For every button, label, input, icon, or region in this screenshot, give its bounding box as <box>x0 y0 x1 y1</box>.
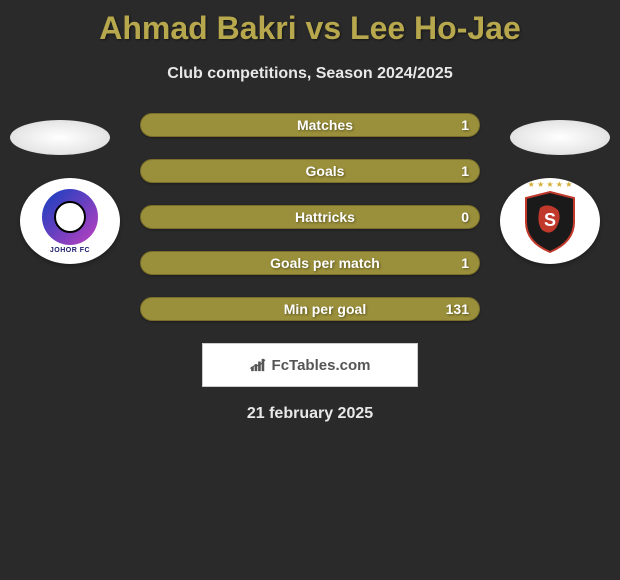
stat-bar-hattricks: Hattricks 0 <box>140 205 480 229</box>
stat-bar-goals: Goals 1 <box>140 159 480 183</box>
date-text: 21 february 2025 <box>0 405 620 423</box>
johor-logo-center <box>54 201 86 233</box>
stat-value: 1 <box>461 163 469 179</box>
subtitle: Club competitions, Season 2024/2025 <box>0 65 620 83</box>
steelers-shield: ★ ★ ★ ★ ★ S <box>520 188 580 254</box>
branding-box[interactable]: FcTables.com <box>202 343 418 387</box>
branding-text: FcTables.com <box>250 357 371 374</box>
steelers-stars: ★ ★ ★ ★ ★ <box>520 180 580 189</box>
stat-value: 1 <box>461 117 469 133</box>
team-logo-left: JOHOR FC <box>20 178 120 264</box>
stat-bar-min-per-goal: Min per goal 131 <box>140 297 480 321</box>
stat-value: 131 <box>446 301 469 317</box>
stat-label: Min per goal <box>284 301 366 317</box>
stat-value: 1 <box>461 255 469 271</box>
johor-logo-text: JOHOR FC <box>50 247 90 254</box>
johor-logo-circle <box>42 189 98 245</box>
player-avatar-right <box>510 120 610 155</box>
branding-chart-icon <box>250 358 268 372</box>
branding-label: FcTables.com <box>272 357 371 374</box>
steelers-shield-svg: S <box>520 188 580 254</box>
svg-text:S: S <box>544 210 556 230</box>
stat-bar-matches: Matches 1 <box>140 113 480 137</box>
player-avatar-left <box>10 120 110 155</box>
page-title: Ahmad Bakri vs Lee Ho-Jae <box>0 0 620 47</box>
team-logo-right: ★ ★ ★ ★ ★ S <box>500 178 600 264</box>
stat-value: 0 <box>461 209 469 225</box>
stat-label: Goals per match <box>270 255 380 271</box>
stat-label: Matches <box>297 117 353 133</box>
stat-label: Hattricks <box>295 209 355 225</box>
stat-bar-goals-per-match: Goals per match 1 <box>140 251 480 275</box>
stat-label: Goals <box>306 163 345 179</box>
